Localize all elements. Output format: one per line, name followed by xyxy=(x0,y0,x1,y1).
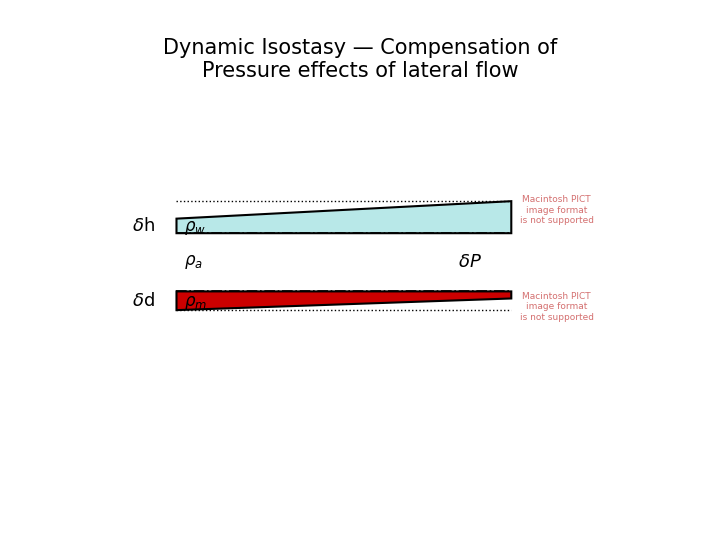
Text: Dynamic Isostasy — Compensation of
Pressure effects of lateral flow: Dynamic Isostasy — Compensation of Press… xyxy=(163,38,557,81)
Text: $\rho_w$: $\rho_w$ xyxy=(184,219,206,237)
Text: $\rho_a$: $\rho_a$ xyxy=(184,253,202,271)
Text: Macintosh PICT
image format
is not supported: Macintosh PICT image format is not suppo… xyxy=(520,292,594,322)
Polygon shape xyxy=(176,292,511,310)
Text: Macintosh PICT
image format
is not supported: Macintosh PICT image format is not suppo… xyxy=(520,195,594,225)
Text: $\delta P$: $\delta P$ xyxy=(459,253,482,271)
Text: $\delta$h: $\delta$h xyxy=(132,217,155,235)
Polygon shape xyxy=(176,201,511,233)
Text: $\delta$d: $\delta$d xyxy=(132,292,154,310)
Text: $\rho_m$: $\rho_m$ xyxy=(184,294,207,312)
